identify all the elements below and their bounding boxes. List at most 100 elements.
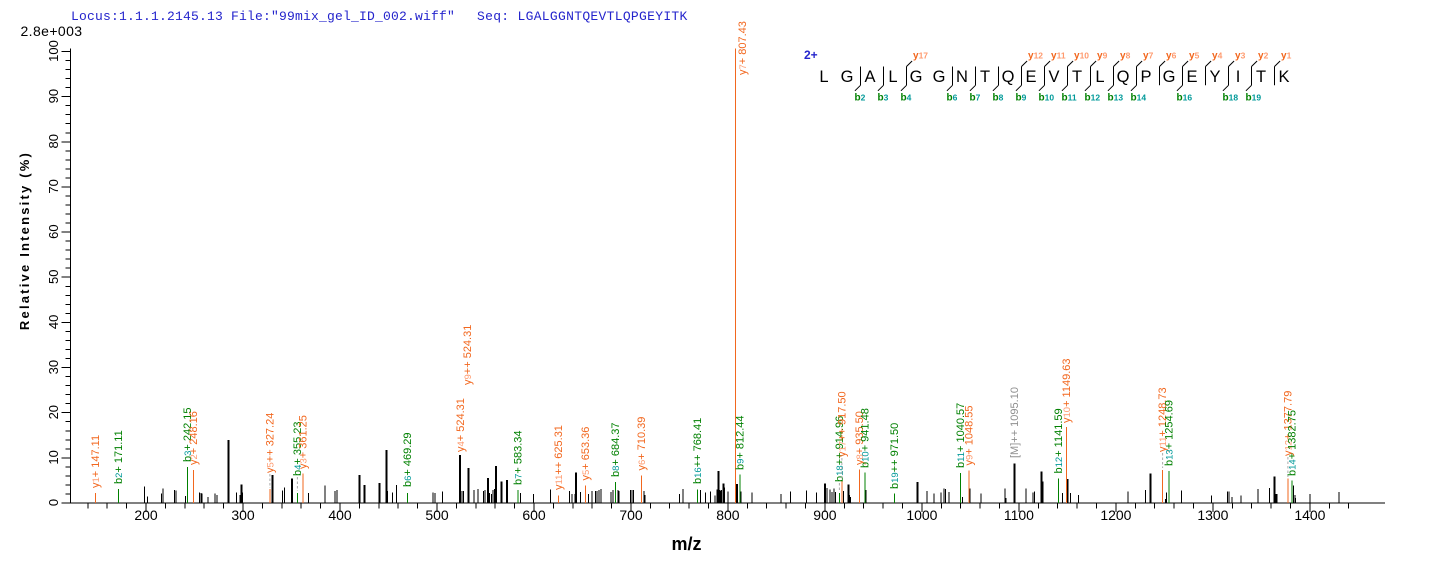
svg-text:y4+ 524.31: y4+ 524.31 — [455, 398, 467, 452]
svg-text:y6+ 710.39: y6+ 710.39 — [636, 417, 648, 471]
svg-text:b16++ 768.41: b16++ 768.41 — [692, 418, 704, 484]
svg-text:y3: y3 — [1235, 51, 1246, 62]
svg-text:b19: b19 — [1246, 93, 1262, 104]
svg-text:b7: b7 — [970, 93, 981, 104]
svg-text:b14: b14 — [1131, 93, 1147, 104]
svg-text:90: 90 — [46, 89, 61, 103]
svg-text:600: 600 — [522, 507, 546, 523]
svg-text:m/z: m/z — [671, 534, 701, 554]
svg-text:y4: y4 — [1212, 51, 1223, 62]
svg-text:T: T — [1256, 68, 1266, 86]
svg-text:b12: b12 — [1085, 93, 1101, 104]
svg-text:E: E — [1186, 68, 1197, 86]
svg-text:K: K — [1278, 68, 1289, 86]
svg-text:900: 900 — [813, 507, 837, 523]
svg-text:b2: b2 — [855, 93, 866, 104]
svg-text:y17: y17 — [913, 51, 928, 62]
svg-text:y3+ 361.25: y3+ 361.25 — [297, 415, 309, 469]
svg-text:I: I — [1236, 68, 1241, 86]
svg-text:y5: y5 — [1189, 51, 1200, 62]
svg-text:b11+ 1040.57: b11+ 1040.57 — [955, 403, 967, 468]
svg-text:10: 10 — [46, 450, 61, 464]
svg-text:L: L — [819, 68, 828, 86]
svg-text:30: 30 — [46, 360, 61, 374]
svg-text:A: A — [864, 68, 875, 86]
svg-text:100: 100 — [46, 40, 61, 62]
svg-text:G: G — [910, 68, 923, 86]
svg-text:b10+ 941.48: b10+ 941.48 — [859, 408, 871, 468]
svg-text:y10: y10 — [1074, 51, 1089, 62]
svg-text:1400: 1400 — [1294, 507, 1325, 523]
svg-text:y9+ 1048.55: y9+ 1048.55 — [963, 405, 975, 465]
svg-text:b19++ 971.50: b19++ 971.50 — [889, 423, 901, 489]
svg-text:b18: b18 — [1223, 93, 1239, 104]
svg-text:y11: y11 — [1051, 51, 1066, 62]
svg-text:b6: b6 — [947, 93, 958, 104]
svg-text:1100: 1100 — [1004, 507, 1034, 523]
svg-text:y17++ 917.50: y17++ 917.50 — [836, 391, 848, 457]
svg-text:b13: b13 — [1108, 93, 1124, 104]
svg-text:y7+ 807.43: y7+ 807.43 — [737, 21, 749, 75]
svg-text:70: 70 — [46, 179, 61, 193]
svg-text:b6+ 469.29: b6+ 469.29 — [402, 432, 414, 487]
svg-text:b18++ 914.96: b18++ 914.96 — [834, 416, 846, 482]
svg-text:y8: y8 — [1120, 51, 1131, 62]
svg-text:b9+ 812.44: b9+ 812.44 — [735, 415, 747, 470]
svg-text:y11++ 625.31: y11++ 625.31 — [553, 425, 565, 490]
svg-text:2.8e+003: 2.8e+003 — [21, 23, 83, 39]
svg-text:y12: y12 — [1028, 51, 1043, 62]
svg-text:b3+ 242.15: b3+ 242.15 — [182, 407, 194, 462]
svg-text:b16: b16 — [1177, 93, 1193, 104]
svg-text:y5++ 327.24: y5++ 327.24 — [264, 413, 276, 473]
svg-text:y2+ 248.16: y2+ 248.16 — [188, 411, 200, 465]
svg-text:y8+ 935.50: y8+ 935.50 — [854, 411, 866, 465]
svg-text:b12+ 1141.59: b12+ 1141.59 — [1053, 408, 1065, 473]
svg-text:50: 50 — [46, 270, 61, 284]
svg-text:y1: y1 — [1281, 51, 1292, 62]
svg-text:y7: y7 — [1143, 51, 1154, 62]
svg-text:Y: Y — [1209, 68, 1220, 86]
svg-text:b9: b9 — [1016, 93, 1027, 104]
svg-text:b4+ 355.23: b4+ 355.23 — [292, 421, 304, 476]
svg-text:300: 300 — [231, 507, 255, 523]
svg-text:2+: 2+ — [804, 48, 818, 62]
svg-text:[M]++ 1095.10: [M]++ 1095.10 — [1009, 387, 1021, 458]
svg-text:b4: b4 — [901, 93, 912, 104]
svg-text:y12+ 1377.79: y12+ 1377.79 — [1282, 391, 1294, 456]
svg-text:Q: Q — [1002, 68, 1015, 86]
svg-text:1200: 1200 — [1100, 507, 1131, 523]
svg-text:0: 0 — [46, 499, 61, 506]
svg-text:400: 400 — [328, 507, 352, 523]
svg-text:500: 500 — [425, 507, 449, 523]
svg-text:1300: 1300 — [1197, 507, 1228, 523]
svg-text:Seq: LGALGGNTQEVTLQPGEYITK: Seq: LGALGGNTQEVTLQPGEYITK — [477, 9, 688, 24]
svg-text:y9++ 524.31: y9++ 524.31 — [462, 325, 474, 385]
svg-text:N: N — [956, 68, 968, 86]
svg-text:y6: y6 — [1166, 51, 1177, 62]
svg-text:Locus:1.1.1.2145.13 File:"99mi: Locus:1.1.1.2145.13 File:"99mix_gel_ID_0… — [71, 9, 455, 24]
svg-text:y11+ 1248.73: y11+ 1248.73 — [1157, 387, 1169, 452]
svg-text:800: 800 — [716, 507, 740, 523]
svg-text:P: P — [1140, 68, 1151, 86]
svg-text:y10+ 1149.63: y10+ 1149.63 — [1061, 358, 1073, 423]
svg-text:y9: y9 — [1097, 51, 1108, 62]
svg-text:b8: b8 — [993, 93, 1004, 104]
svg-text:E: E — [1025, 68, 1036, 86]
svg-text:L: L — [888, 68, 897, 86]
svg-text:G: G — [841, 68, 854, 86]
svg-text:y5+ 653.36: y5+ 653.36 — [580, 427, 592, 481]
svg-text:b13+ 1254.69: b13+ 1254.69 — [1164, 400, 1176, 466]
svg-text:b2+ 171.11: b2+ 171.11 — [113, 430, 125, 484]
svg-text:b14+ 1382.75: b14+ 1382.75 — [1287, 410, 1299, 476]
svg-text:b7+ 583.34: b7+ 583.34 — [512, 430, 524, 485]
svg-text:Q: Q — [1117, 68, 1130, 86]
svg-text:L: L — [1095, 68, 1104, 86]
svg-text:G: G — [933, 68, 946, 86]
svg-text:b8+ 684.37: b8+ 684.37 — [610, 422, 622, 477]
svg-text:60: 60 — [46, 224, 61, 238]
svg-text:200: 200 — [134, 507, 158, 523]
svg-text:y2: y2 — [1258, 51, 1269, 62]
svg-text:40: 40 — [46, 315, 61, 329]
svg-text:T: T — [980, 68, 990, 86]
svg-text:1000: 1000 — [906, 507, 937, 523]
